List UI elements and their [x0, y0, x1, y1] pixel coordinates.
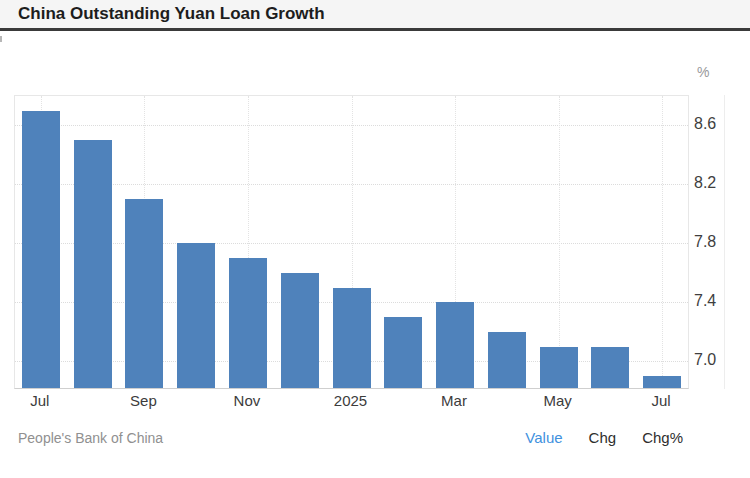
bar[interactable] — [22, 111, 60, 388]
chart-title: China Outstanding Yuan Loan Growth — [0, 0, 750, 27]
bar[interactable] — [177, 243, 215, 388]
tab-chgpct[interactable]: Chg% — [642, 429, 683, 446]
x-tick-label: Jul — [629, 392, 693, 410]
plot-area — [14, 95, 689, 389]
y-tick-label: 7.8 — [694, 233, 734, 251]
y-tick-label: 8.6 — [694, 115, 734, 133]
header-divider — [0, 28, 750, 31]
bar[interactable] — [643, 376, 681, 388]
series-tabs: Value Chg Chg% — [525, 429, 683, 446]
x-tick-label: Nov — [215, 392, 279, 410]
x-tick-label: Mar — [422, 392, 486, 410]
y-tick-label: 8.2 — [694, 174, 734, 192]
bar[interactable] — [333, 288, 371, 388]
bar[interactable] — [540, 347, 578, 388]
x-tick-label: 2025 — [319, 392, 383, 410]
bar[interactable] — [436, 302, 474, 388]
bar[interactable] — [125, 199, 163, 388]
gridline-v — [559, 96, 560, 388]
gridline-v — [662, 96, 663, 388]
bar[interactable] — [229, 258, 267, 388]
y-axis-unit-label: % — [697, 64, 709, 80]
x-tick-label: May — [526, 392, 590, 410]
source-label: People's Bank of China — [18, 430, 163, 446]
bar[interactable] — [74, 140, 112, 388]
y-tick-label: 7.4 — [694, 292, 734, 310]
x-tick-label: Sep — [111, 392, 175, 410]
chart-header: China Outstanding Yuan Loan Growth — [0, 0, 750, 28]
x-tick-label: Jul — [8, 392, 72, 410]
bar[interactable] — [384, 317, 422, 388]
bar[interactable] — [281, 273, 319, 388]
left-edge-artifact — [0, 36, 2, 42]
y-tick-label: 7.0 — [694, 351, 734, 369]
bar[interactable] — [488, 332, 526, 388]
chart-widget: China Outstanding Yuan Loan Growth % 8.6… — [0, 0, 750, 478]
tab-value[interactable]: Value — [525, 429, 562, 446]
tab-chg[interactable]: Chg — [589, 429, 617, 446]
bar[interactable] — [591, 347, 629, 388]
